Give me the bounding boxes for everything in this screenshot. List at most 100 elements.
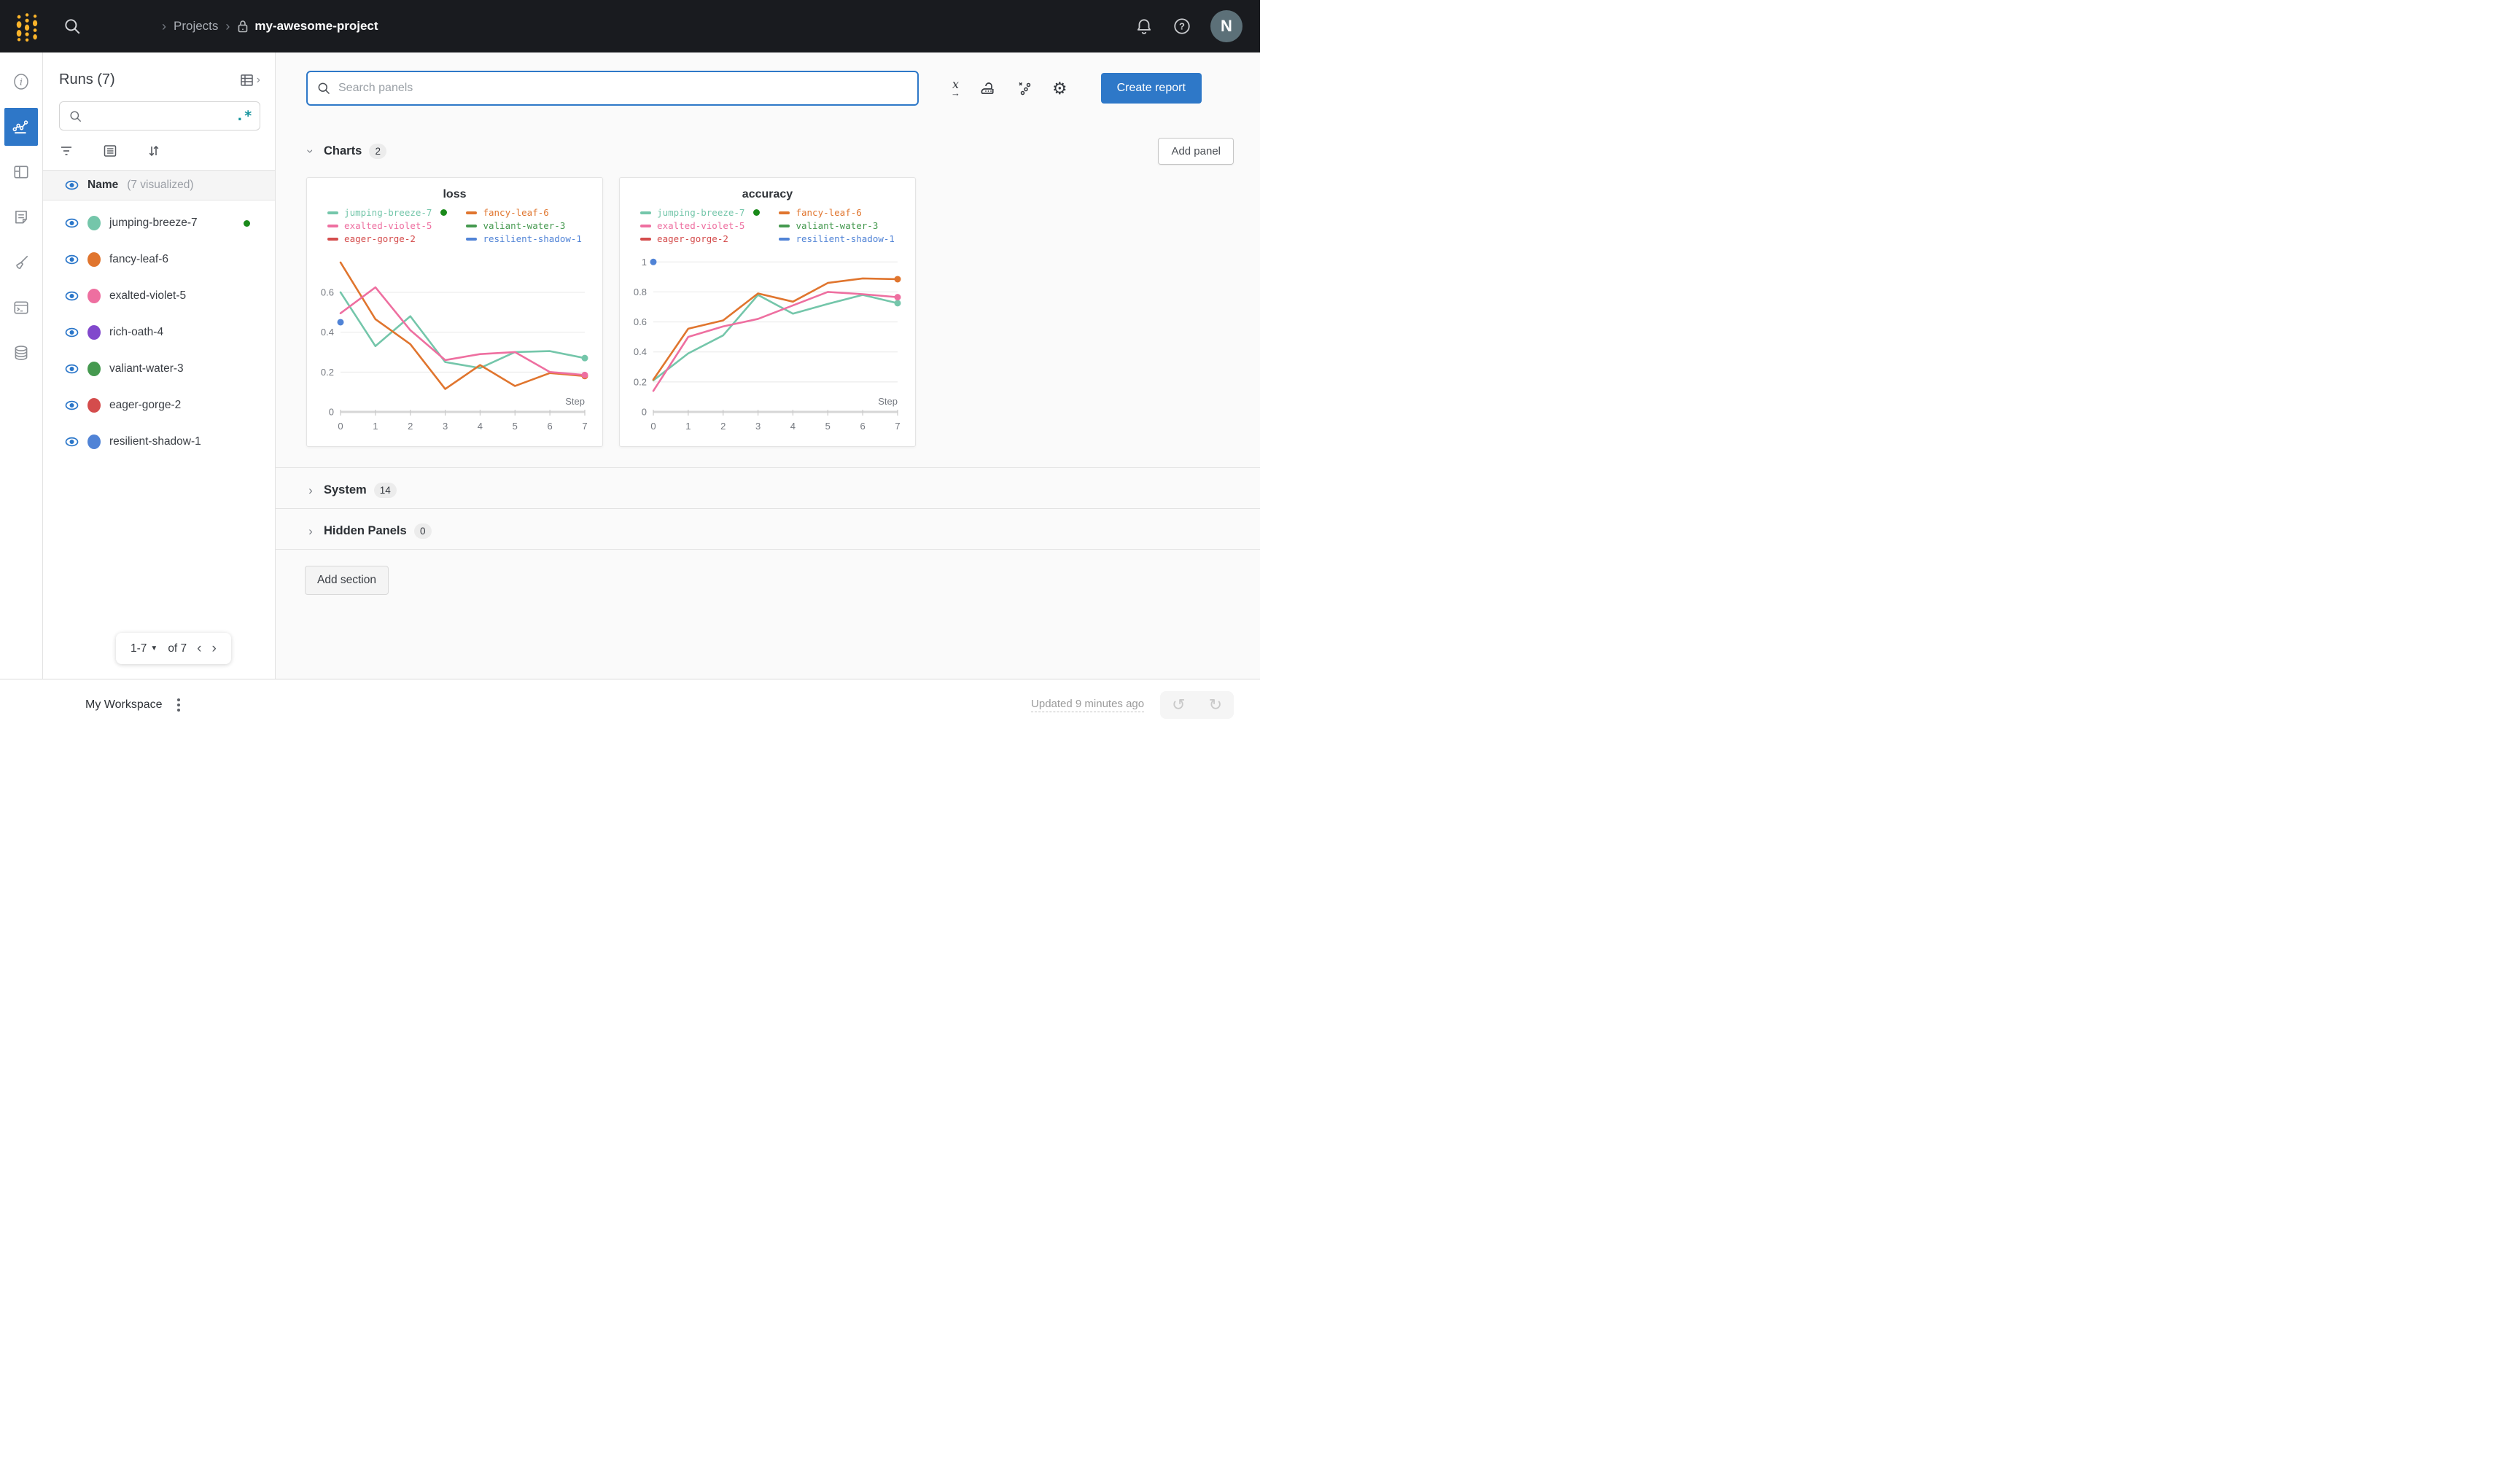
filter-runs-button[interactable]	[59, 144, 74, 158]
rail-item-logs[interactable]	[4, 289, 38, 327]
chart-title: accuracy	[742, 188, 793, 200]
outliers-settings-button[interactable]	[1016, 79, 1033, 97]
hidden-panels-section: › Hidden Panels 0	[276, 509, 1260, 550]
page-size-dropdown[interactable]: 1-7 ▼	[131, 642, 158, 655]
regex-toggle-button[interactable]: .*	[236, 107, 252, 124]
smoothing-iron-icon	[981, 82, 994, 94]
workspace-settings-button[interactable]: ⚙	[1052, 79, 1068, 97]
help-button[interactable]: ?	[1172, 17, 1191, 36]
run-name[interactable]: jumping-breeze-7	[109, 217, 198, 229]
group-runs-button[interactable]	[103, 144, 117, 158]
run-list-item[interactable]: exalted-violet-5	[43, 278, 275, 314]
charts-section-chevron-icon[interactable]: ›	[304, 146, 318, 157]
legend-item[interactable]: valiant-water-3	[779, 220, 894, 231]
run-name[interactable]: exalted-violet-5	[109, 289, 187, 302]
legend-run-name: exalted-violet-5	[657, 220, 745, 231]
undo-button[interactable]: ↺	[1160, 691, 1197, 719]
legend-item[interactable]: exalted-violet-5	[327, 220, 447, 231]
breadcrumb-current-project[interactable]: my-awesome-project	[237, 19, 378, 34]
run-list-item[interactable]: resilient-shadow-1	[43, 424, 275, 460]
left-icon-rail: i	[0, 52, 43, 679]
visibility-eye-icon[interactable]	[65, 179, 79, 191]
sort-runs-button[interactable]	[147, 144, 161, 158]
run-list-item[interactable]: eager-gorge-2	[43, 387, 275, 424]
visibility-eye-icon[interactable]	[65, 436, 79, 448]
chart-plot-loss[interactable]: 0 0.2 0.4 0.6 0 1 2 3 4 5 6 7 Step	[314, 249, 595, 456]
notes-document-icon	[15, 211, 27, 224]
visibility-eye-icon[interactable]	[65, 363, 79, 375]
rail-item-overview[interactable]: i	[4, 63, 38, 101]
charts-count-badge: 2	[369, 144, 387, 159]
workspace-menu-button[interactable]	[174, 696, 183, 714]
run-name[interactable]: resilient-shadow-1	[109, 435, 201, 448]
system-section-chevron-icon[interactable]: ›	[305, 484, 316, 496]
add-panel-button[interactable]: Add panel	[1158, 138, 1234, 165]
previous-page-button[interactable]: ‹	[197, 641, 202, 656]
last-updated-label[interactable]: Updated 9 minutes ago	[1031, 698, 1145, 712]
run-name[interactable]: fancy-leaf-6	[109, 253, 168, 265]
legend-run-name: jumping-breeze-7	[657, 207, 745, 218]
visibility-eye-icon[interactable]	[65, 254, 79, 265]
chart-plot-accuracy[interactable]: 0 0.2 0.4 0.6 0.8 1 0 1 2 3 4 5 6 7 Step	[627, 249, 908, 456]
run-list-item[interactable]: rich-oath-4	[43, 314, 275, 351]
svg-text:6: 6	[548, 421, 553, 432]
legend-item[interactable]: valiant-water-3	[466, 220, 581, 231]
next-page-button[interactable]: ›	[211, 641, 217, 656]
legend-item[interactable]: eager-gorge-2	[640, 233, 760, 244]
smoothing-settings-button[interactable]	[979, 79, 997, 97]
system-count-badge: 14	[373, 483, 397, 498]
create-report-button[interactable]: Create report	[1100, 73, 1202, 104]
search-icon	[65, 19, 80, 34]
run-list-item[interactable]: valiant-water-3	[43, 351, 275, 387]
runs-search-input[interactable]	[88, 109, 230, 122]
runs-count-title: Runs (7)	[59, 71, 115, 87]
legend-item[interactable]: jumping-breeze-7	[640, 207, 761, 218]
run-color-dot	[88, 325, 101, 340]
legend-item[interactable]: fancy-leaf-6	[779, 207, 894, 218]
user-avatar[interactable]: N	[1210, 10, 1242, 42]
legend-run-name: eager-gorge-2	[657, 233, 728, 244]
rail-item-notes[interactable]	[4, 198, 38, 236]
expand-runs-table-button[interactable]: ›	[239, 72, 260, 88]
run-list-item[interactable]: jumping-breeze-7	[43, 205, 275, 241]
rail-item-artifacts[interactable]	[4, 334, 38, 372]
run-color-dot	[88, 398, 101, 413]
legend-item[interactable]: fancy-leaf-6	[466, 207, 581, 218]
chart-panel-loss[interactable]: loss jumping-breeze-7 fancy-leaf-6 exalted-…	[306, 177, 603, 447]
notifications-button[interactable]	[1135, 17, 1154, 36]
legend-item[interactable]: resilient-shadow-1	[466, 233, 582, 244]
legend-item[interactable]: resilient-shadow-1	[779, 233, 895, 244]
run-list: jumping-breeze-7 fancy-leaf-6 exalted-viol…	[43, 200, 275, 460]
visibility-eye-icon[interactable]	[65, 327, 79, 338]
charts-section-label: Charts	[324, 144, 362, 157]
svg-text:0.6: 0.6	[321, 287, 334, 297]
panel-search-input[interactable]	[338, 82, 909, 95]
run-list-item[interactable]: fancy-leaf-6	[43, 241, 275, 278]
wandb-logo-icon[interactable]	[13, 10, 42, 42]
redo-button[interactable]: ↻	[1197, 691, 1234, 719]
runs-visualized-header[interactable]: Name (7 visualized)	[43, 170, 275, 200]
rail-item-panels[interactable]	[4, 153, 38, 191]
x-axis-settings-button[interactable]: x →	[951, 79, 960, 98]
breadcrumb-projects-link[interactable]: Projects	[174, 19, 219, 33]
legend-swatch	[640, 211, 652, 214]
workspace-settings-icons: x → ⚙	[951, 79, 1068, 98]
chart-panel-accuracy[interactable]: accuracy jumping-breeze-7 fancy-leaf-6 exal…	[619, 177, 916, 447]
visibility-eye-icon[interactable]	[65, 290, 79, 302]
legend-item[interactable]: eager-gorge-2	[327, 233, 447, 244]
visibility-eye-icon[interactable]	[65, 217, 79, 229]
rail-item-sweeps[interactable]	[4, 244, 38, 281]
run-name[interactable]: valiant-water-3	[109, 362, 184, 375]
run-name[interactable]: eager-gorge-2	[109, 399, 182, 411]
run-name[interactable]: rich-oath-4	[109, 326, 164, 338]
svg-text:1: 1	[685, 421, 691, 432]
add-section-button[interactable]: Add section	[305, 566, 389, 595]
rail-item-workspace-charts[interactable]	[4, 108, 38, 146]
legend-item[interactable]: exalted-violet-5	[640, 220, 760, 231]
global-search-button[interactable]	[63, 17, 82, 36]
visibility-eye-icon[interactable]	[65, 400, 79, 411]
legend-item[interactable]: jumping-breeze-7	[327, 207, 448, 218]
runs-sidebar: Runs (7) › .*	[43, 52, 276, 679]
hidden-panels-chevron-icon[interactable]: ›	[305, 525, 316, 537]
table-panels-icon	[14, 165, 28, 179]
